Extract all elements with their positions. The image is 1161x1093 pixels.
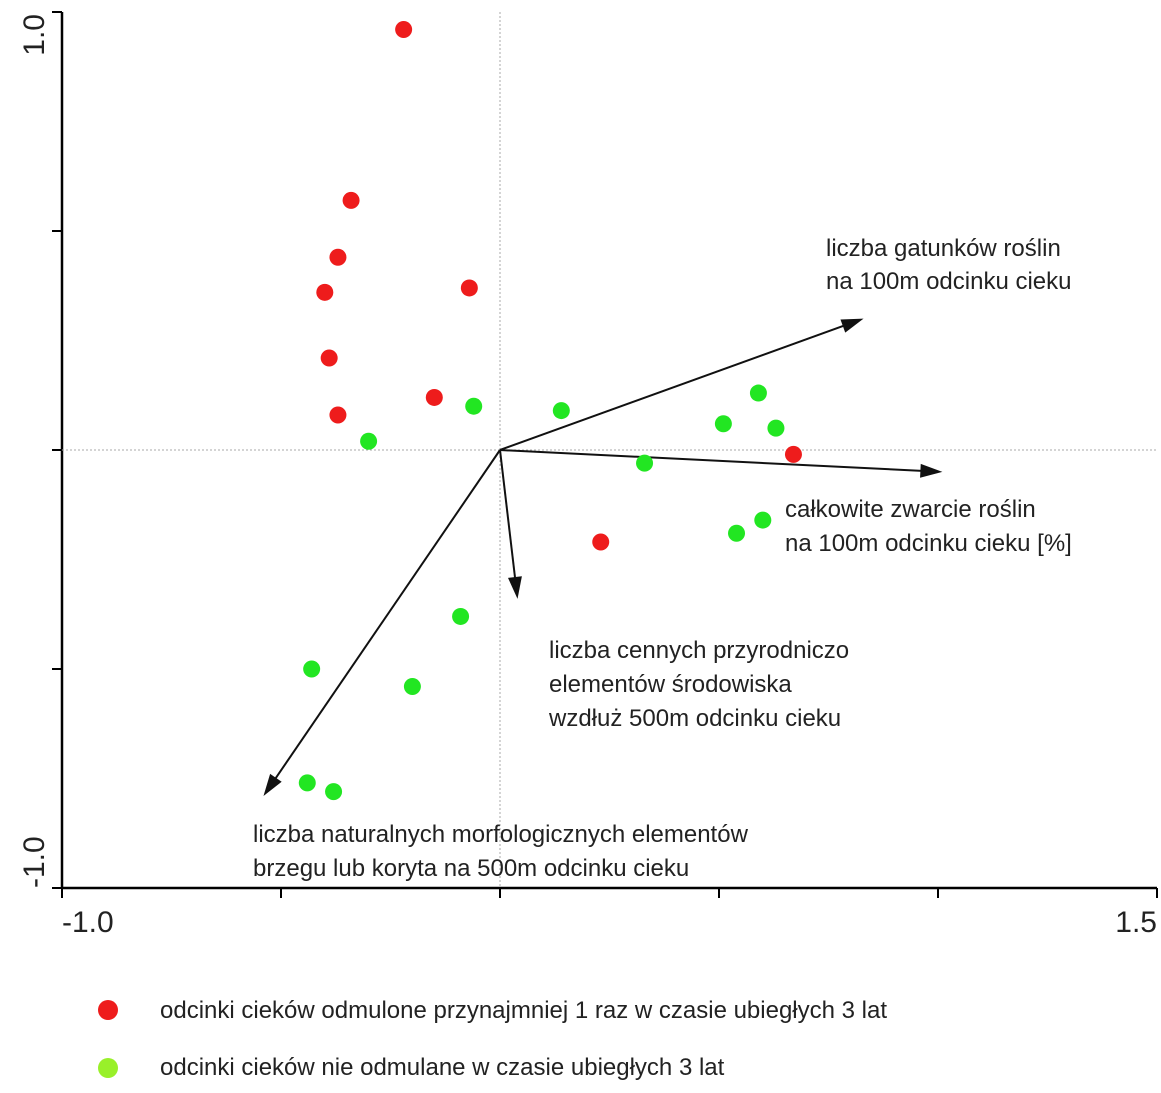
point-series0-7: [425, 388, 443, 406]
point-series1-4: [767, 419, 785, 437]
point-series1-10: [303, 660, 321, 678]
point-series1-1: [552, 402, 570, 420]
point-series0-5: [320, 349, 338, 367]
axis-ticks: [52, 11, 1158, 898]
point-series1-0: [465, 397, 483, 415]
legend-label-not-dredged: odcinki cieków nie odmulane w czasie ubi…: [160, 1054, 725, 1081]
svg-text:elementów środowiska: elementów środowiska: [549, 671, 792, 698]
vector-arrowhead-2: [507, 576, 522, 599]
point-series1-11: [403, 678, 421, 696]
legend-marker-not-dredged: [98, 1058, 118, 1078]
vector-line-2: [499, 449, 517, 582]
point-series0-6: [329, 406, 347, 424]
legend-marker-dredged: [98, 1000, 118, 1020]
point-series1-13: [325, 783, 343, 801]
y-tick-label-min: -1.0: [18, 836, 51, 888]
vector-arrowhead-1: [920, 463, 943, 478]
point-series0-4: [460, 279, 478, 297]
point-series0-2: [329, 248, 347, 266]
point-series0-8: [784, 445, 802, 463]
x-tick-label-max: 1.5: [1115, 906, 1157, 939]
x-tick-label-min: -1.0: [62, 906, 114, 939]
svg-text:liczba naturalnych morfologicz: liczba naturalnych morfologicznych eleme…: [253, 821, 749, 848]
y-tick-label-max: 1.0: [18, 14, 51, 56]
vector-label-plant-species: liczba gatunków roślin na 100m odcinku c…: [826, 235, 1071, 295]
svg-text:liczba gatunków roślin: liczba gatunków roślin: [826, 235, 1061, 262]
point-series0-3: [316, 283, 334, 301]
svg-text:na 100m odcinku cieku: na 100m odcinku cieku: [826, 268, 1071, 295]
svg-text:całkowite zwarcie roślin: całkowite zwarcie roślin: [785, 496, 1036, 523]
vector-label-valuable-elements: liczba cennych przyrodniczo elementów śr…: [548, 637, 849, 732]
svg-text:liczba cennych przyrodniczo: liczba cennych przyrodniczo: [549, 637, 849, 664]
vector-line-0: [499, 323, 847, 451]
point-series1-2: [714, 415, 732, 433]
point-series0-9: [592, 533, 610, 551]
vector-arrowhead-0: [840, 318, 864, 333]
loading-vectors: [263, 318, 943, 797]
point-series1-3: [749, 384, 767, 402]
vector-label-morphological-elements: liczba naturalnych morfologicznych eleme…: [253, 821, 749, 882]
point-series0-1: [342, 191, 360, 209]
point-series1-5: [360, 432, 378, 450]
point-series1-7: [754, 511, 772, 529]
vector-line-3: [272, 449, 501, 782]
legend: odcinki cieków odmulone przynajmniej 1 r…: [98, 997, 887, 1081]
legend-label-dredged: odcinki cieków odmulone przynajmniej 1 r…: [160, 997, 887, 1024]
svg-text:brzegu lub koryta na 500m odci: brzegu lub koryta na 500m odcinku cieku: [253, 855, 689, 882]
point-series1-12: [298, 774, 316, 792]
point-series1-6: [636, 454, 654, 472]
point-series0-0: [395, 21, 413, 39]
point-series1-8: [728, 524, 746, 542]
svg-text:na 100m odcinku cieku [%]: na 100m odcinku cieku [%]: [785, 530, 1072, 557]
svg-text:wzdłuż 500m odcinku cieku: wzdłuż 500m odcinku cieku: [548, 705, 841, 732]
vector-label-plant-cover: całkowite zwarcie roślin na 100m odcinku…: [785, 496, 1072, 557]
vector-line-1: [499, 449, 925, 473]
point-series1-9: [452, 607, 470, 625]
vector-arrowhead-3: [263, 773, 282, 797]
data-points: [298, 21, 802, 801]
